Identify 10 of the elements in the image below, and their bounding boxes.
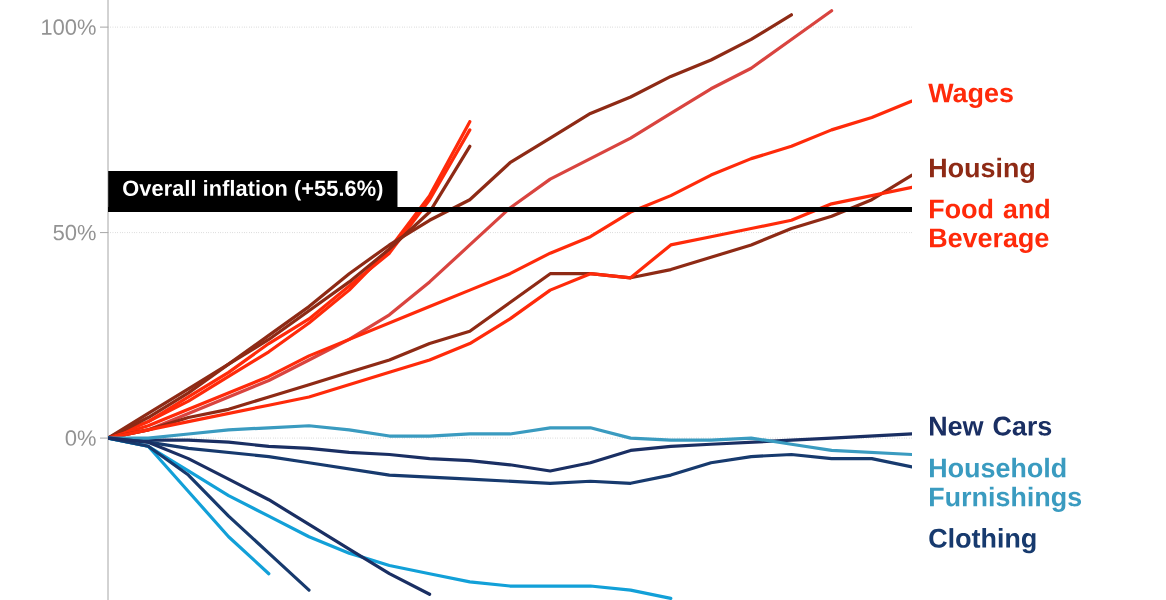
text: Clothing bbox=[929, 528, 1036, 554]
series-label: Food and Beverage bbox=[930, 198, 1049, 253]
series-label: Housing bbox=[930, 157, 1035, 183]
series-label: Household Furnishings bbox=[930, 457, 1082, 512]
y-tick-label: 50% bbox=[53, 224, 96, 241]
series-label: Wages bbox=[928, 83, 1013, 108]
ref-line-label: Overall inflation (+55.6%) bbox=[123, 179, 383, 201]
y-tick-label: 0% bbox=[65, 430, 96, 446]
series-label: New Cars bbox=[930, 416, 1052, 436]
y-tick-label: 100% bbox=[42, 19, 96, 35]
